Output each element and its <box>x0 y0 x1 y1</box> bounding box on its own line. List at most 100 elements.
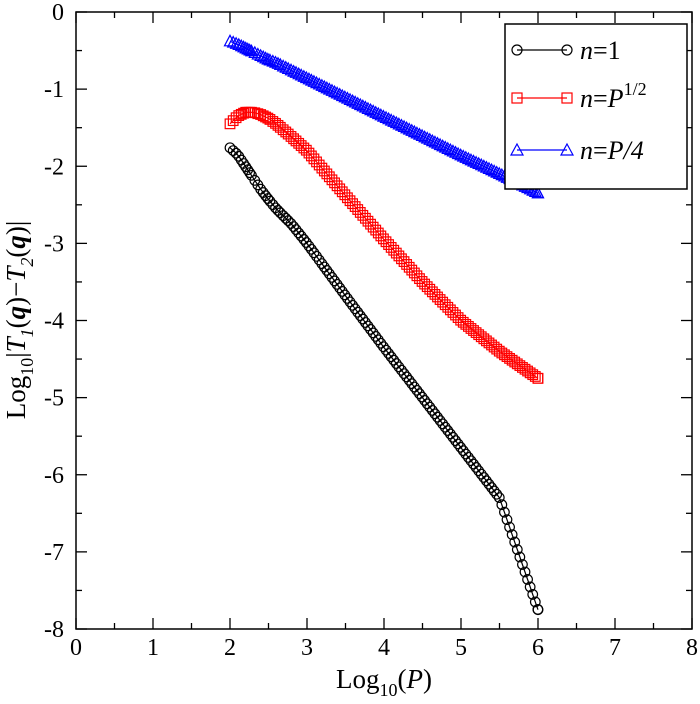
data-point-circle <box>388 354 400 366</box>
data-point-circle <box>491 488 503 500</box>
data-point-circle <box>493 492 505 503</box>
data-point-triangle <box>243 43 257 56</box>
data-point-triangle <box>376 109 390 122</box>
data-point-triangle <box>361 101 375 114</box>
data-point-circle <box>527 589 539 600</box>
legend-marker-square <box>511 92 523 104</box>
data-point-circle <box>481 475 492 487</box>
data-point-triangle <box>251 47 265 60</box>
data-point-circle <box>401 371 413 383</box>
data-point-triangle <box>461 151 475 165</box>
data-point-triangle <box>449 145 463 158</box>
data-point-square <box>532 372 544 384</box>
y-tick-label: -8 <box>44 617 64 643</box>
data-point-triangle <box>356 98 370 112</box>
x-axis-title: Log10(P) <box>336 664 432 700</box>
data-point-triangle <box>428 135 442 148</box>
data-point-triangle <box>407 124 421 138</box>
data-point-circle <box>447 431 459 443</box>
data-point-triangle <box>279 60 293 73</box>
data-point-circle <box>349 303 361 315</box>
data-point-circle <box>230 147 242 159</box>
data-point-circle <box>224 142 236 154</box>
data-point-triangle <box>433 137 447 151</box>
data-point-circle <box>398 368 410 379</box>
data-point-triangle <box>340 91 354 104</box>
data-point-circle <box>465 455 477 467</box>
data-point-triangle <box>276 59 290 72</box>
y-tick-label: -7 <box>44 540 64 566</box>
data-point-circle <box>421 398 433 410</box>
legend-label-prefix: n <box>580 84 593 113</box>
data-point-triangle <box>459 150 473 163</box>
legend-marker-circle <box>561 44 573 56</box>
data-point-triangle <box>315 78 329 91</box>
data-point-triangle <box>299 70 313 84</box>
data-point-triangle <box>346 93 360 107</box>
data-point-triangle <box>312 77 326 90</box>
legend-label-eq: = <box>593 84 608 113</box>
data-point-circle <box>432 411 443 423</box>
data-point-circle <box>522 574 533 585</box>
data-point-triangle <box>389 115 403 129</box>
data-point-circle <box>408 381 420 393</box>
data-point-triangle <box>405 123 419 136</box>
data-point-circle <box>475 468 487 480</box>
data-point-circle <box>506 529 518 541</box>
y-tick-label: -4 <box>44 309 64 335</box>
data-point-triangle <box>353 97 367 111</box>
data-point-triangle <box>402 122 416 135</box>
data-point-circle <box>450 435 461 447</box>
data-point-circle <box>496 499 508 511</box>
data-point-circle <box>367 327 379 339</box>
data-point-circle <box>529 596 541 608</box>
data-point-triangle <box>374 108 388 121</box>
data-point-triangle <box>226 35 240 48</box>
data-point-square <box>238 107 249 119</box>
data-point-triangle <box>418 129 432 143</box>
data-point-triangle <box>289 65 303 78</box>
data-point-triangle <box>322 82 336 95</box>
data-point-square <box>224 118 236 130</box>
legend-frame <box>504 23 688 190</box>
data-point-triangle <box>479 160 493 173</box>
legend-marker-triangle <box>509 142 525 156</box>
data-point-circle <box>470 462 482 473</box>
data-point-circle <box>326 271 338 283</box>
data-point-circle <box>504 521 515 533</box>
data-point-triangle <box>467 154 481 167</box>
data-point-circle <box>414 388 425 400</box>
y-tick-label: 0 <box>52 0 64 26</box>
legend-item-n-1: n=1 <box>511 36 621 65</box>
data-point-circle <box>372 334 384 346</box>
data-point-circle <box>365 324 376 335</box>
data-point-triangle <box>410 126 424 139</box>
data-point-triangle <box>364 102 378 116</box>
data-point-circle <box>311 250 322 262</box>
data-point-triangle <box>287 64 301 77</box>
data-point-triangle <box>297 69 311 82</box>
legend-label-prefix: n <box>580 136 593 165</box>
data-point-circle <box>429 408 441 420</box>
data-point-circle <box>227 145 239 157</box>
data-point-circle <box>483 478 495 490</box>
data-point-circle <box>274 207 286 219</box>
legend-item-n-sqrt-p: n=P1/2 <box>511 79 647 113</box>
x-tick-label: 5 <box>455 635 467 661</box>
data-point-circle <box>517 559 528 570</box>
data-point-circle <box>478 472 490 483</box>
data-point-triangle <box>451 146 465 160</box>
data-point-triangle <box>310 75 324 89</box>
y-tick-labels: 0 -1 -2 -3 -4 -5 -6 -7 -8 <box>44 0 64 643</box>
data-point-triangle <box>320 80 334 94</box>
data-point-circle <box>323 268 335 280</box>
data-point-triangle <box>469 155 483 168</box>
data-point-circle <box>334 282 346 294</box>
data-point-triangle <box>443 142 457 156</box>
y-tick-label: -6 <box>44 463 64 489</box>
data-point-circle <box>331 278 343 290</box>
data-point-circle <box>305 243 317 255</box>
legend-label-prefix: n <box>580 36 593 65</box>
data-point-triangle <box>392 117 406 130</box>
data-point-triangle <box>244 43 258 57</box>
